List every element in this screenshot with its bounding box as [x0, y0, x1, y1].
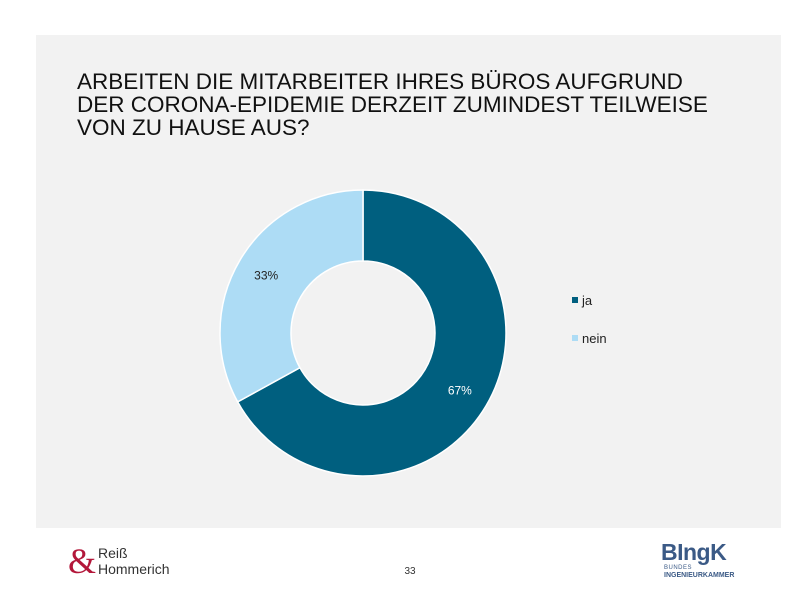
data-label-ja: 67%	[448, 383, 472, 397]
reiss-hommerich-logo: & Reiß Hommerich	[68, 543, 188, 583]
title-line-3: VON ZU HAUSE AUS?	[77, 115, 310, 140]
donut-slice-ja	[236, 189, 507, 477]
legend-item-ja: ja	[572, 290, 607, 310]
logo-left-words: Reiß Hommerich	[98, 545, 170, 577]
bingk-logo-line-1: BUNDES	[664, 565, 693, 571]
legend-label-ja: ja	[582, 292, 593, 308]
data-label-nein: 33%	[254, 269, 278, 283]
bingk-logo: BIngK BUNDES INGENIEURKAMMER	[659, 539, 769, 585]
donut-slice-nein	[219, 189, 364, 403]
chart-legend: ja nein	[572, 290, 607, 366]
ampersand-logo-mark: &	[68, 543, 96, 579]
page-number: 33	[404, 566, 416, 577]
legend-swatch-nein	[572, 335, 578, 341]
logo-left-line-2: Hommerich	[98, 561, 170, 577]
legend-item-nein: nein	[572, 328, 607, 348]
logo-left-line-1: Reiß	[98, 545, 128, 561]
slide-title: ARBEITEN DIE MITARBEITER IHRES BÜROS AUF…	[77, 70, 757, 139]
legend-swatch-ja	[572, 297, 578, 303]
title-line-1: ARBEITEN DIE MITARBEITER IHRES BÜROS AUF…	[77, 69, 683, 94]
bingk-logo-mark: BIngK	[661, 539, 727, 565]
bingk-logo-line-2: INGENIEURKAMMER	[664, 572, 735, 579]
title-line-2: DER CORONA-EPIDEMIE DERZEIT ZUMINDEST TE…	[77, 92, 708, 117]
legend-label-nein: nein	[582, 330, 607, 346]
svg-text:&: &	[68, 543, 96, 579]
